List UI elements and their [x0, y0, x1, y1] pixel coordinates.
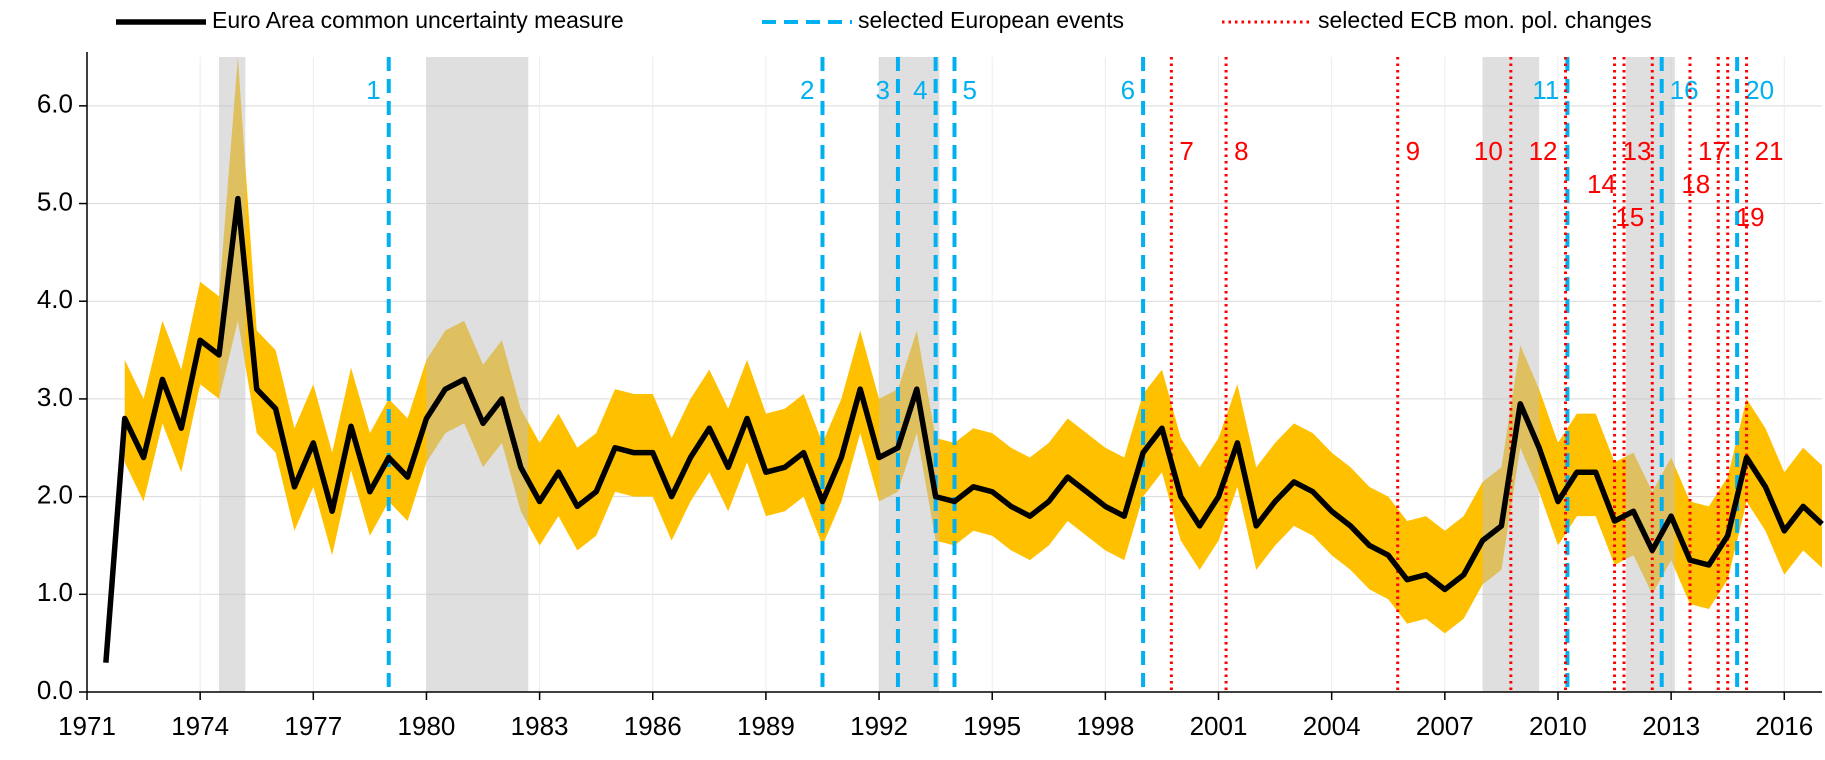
event-label: 5: [963, 75, 977, 105]
x-tick-label: 1986: [624, 711, 682, 741]
series-line: [103, 195, 1824, 663]
x-tick-label: 1974: [171, 711, 229, 741]
policy-label: 21: [1755, 136, 1784, 166]
shaded-period: [879, 57, 940, 692]
event-label: 4: [913, 75, 927, 105]
policy-label: 9: [1406, 136, 1420, 166]
x-tick-label: 2016: [1755, 711, 1813, 741]
y-tick-label: 4.0: [37, 284, 73, 314]
x-tick-label: 1995: [963, 711, 1021, 741]
policy-label: 18: [1681, 169, 1710, 199]
policy-label: 7: [1179, 136, 1193, 166]
x-tick-label: 1998: [1076, 711, 1134, 741]
legend-label: selected European events: [858, 7, 1124, 33]
policy-label: 17: [1698, 136, 1727, 166]
x-tick-label: 2013: [1642, 711, 1700, 741]
x-tick-label: 2010: [1529, 711, 1587, 741]
event-label: 3: [875, 75, 889, 105]
y-tick-label: 3.0: [37, 382, 73, 412]
legend-label: Euro Area common uncertainty measure: [212, 7, 624, 33]
y-tick-label: 5.0: [37, 186, 73, 216]
x-tick-label: 1980: [398, 711, 456, 741]
shaded-period: [426, 57, 529, 692]
x-tick-label: 1971: [58, 711, 116, 741]
x-tick-label: 2001: [1190, 711, 1248, 741]
policy-label: 15: [1615, 202, 1644, 232]
policy-label: 10: [1474, 136, 1503, 166]
x-tick-label: 1989: [737, 711, 795, 741]
policy-label: 13: [1623, 136, 1652, 166]
y-tick-label: 1.0: [37, 577, 73, 607]
policy-label: 12: [1529, 136, 1558, 166]
event-label: 20: [1745, 75, 1774, 105]
x-tick-label: 1977: [284, 711, 342, 741]
y-tick-label: 6.0: [37, 89, 73, 119]
event-label: 16: [1670, 75, 1699, 105]
x-tick-label: 1992: [850, 711, 908, 741]
policy-label: 14: [1587, 169, 1616, 199]
y-tick-label: 2.0: [37, 479, 73, 509]
event-label: 11: [1532, 75, 1559, 105]
shaded-period: [219, 57, 246, 692]
shaded-period: [1625, 57, 1675, 692]
policy-label: 19: [1736, 202, 1765, 232]
event-label: 6: [1121, 75, 1135, 105]
policy-label: 8: [1234, 136, 1248, 166]
event-label: 2: [800, 75, 814, 105]
legend-label: selected ECB mon. pol. changes: [1318, 7, 1652, 33]
x-tick-label: 2007: [1416, 711, 1474, 741]
event-label: 1: [366, 75, 380, 105]
y-tick-label: 0.0: [37, 675, 73, 705]
x-tick-label: 2004: [1303, 711, 1361, 741]
x-tick-label: 1983: [511, 711, 569, 741]
